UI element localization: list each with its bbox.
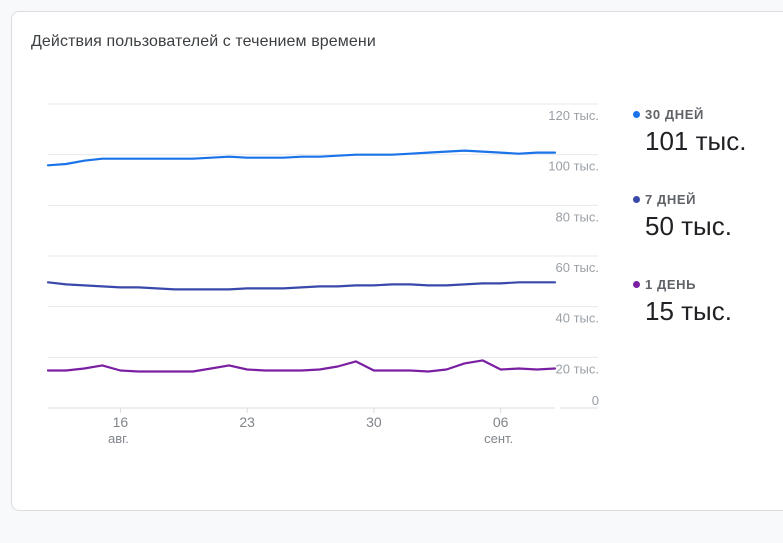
legend-value-30-days: 101 тыс. [645,126,747,156]
series-line [46,149,557,167]
series-line [46,359,557,373]
x-tick-day: 23 [239,414,255,430]
x-tick-month: авг. [108,431,129,446]
y-tick-label: 120 тыс. [548,108,599,123]
x-tick-month: сент. [484,431,513,446]
x-tick-day: 06 [493,414,509,430]
legend-label-30-days: 30 ДНЕЙ [645,107,704,122]
y-tick-label: 20 тыс. [556,361,599,376]
y-tick-label: 80 тыс. [556,209,599,224]
series-line [46,281,557,291]
legend-label-7-days: 7 ДНЕЙ [645,192,697,207]
user-activity-card [11,11,783,511]
chart-series [46,149,557,373]
y-axis-ticks: 0 20 тыс. 40 тыс. 60 тыс. 80 тыс. 100 тыс. 120… [548,108,599,408]
legend-dot-30-days [633,111,640,118]
x-tick-day: 16 [113,414,129,430]
legend-dot-1-day [633,281,640,288]
legend-dot-7-days [633,196,640,203]
legend-value-7-days: 50 тыс. [645,211,732,241]
y-tick-label: 100 тыс. [548,159,599,174]
legend-value-1-day: 15 тыс. [645,296,732,326]
y-tick-label: 40 тыс. [556,311,599,326]
y-tick-label: 0 [592,393,599,408]
x-tick-day: 30 [366,414,382,430]
card-title: Действия пользователей с течением времен… [31,33,376,50]
chart-grid [48,103,598,409]
y-tick-label: 60 тыс. [556,260,599,275]
legend-label-1-day: 1 ДЕНЬ [645,277,697,292]
